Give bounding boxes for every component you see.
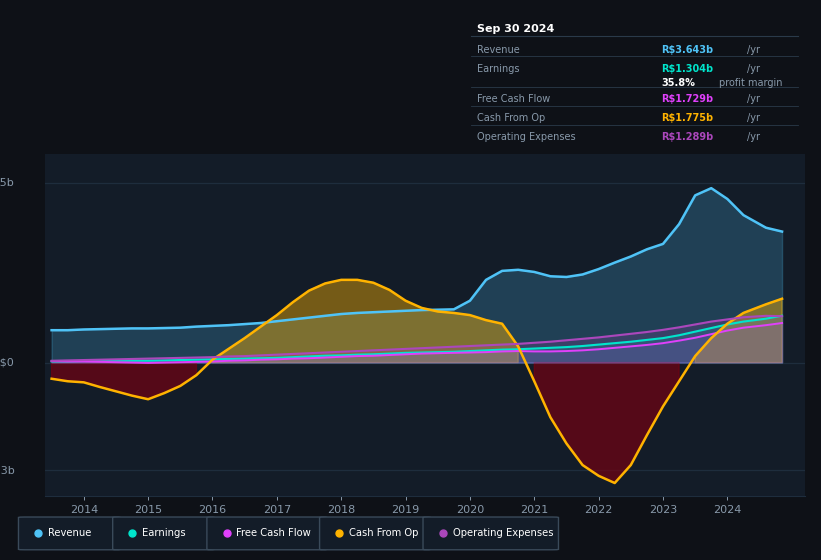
- FancyBboxPatch shape: [112, 517, 214, 550]
- Text: Revenue: Revenue: [48, 529, 91, 538]
- Text: /yr: /yr: [746, 64, 759, 74]
- Text: Free Cash Flow: Free Cash Flow: [236, 529, 311, 538]
- Text: /yr: /yr: [746, 113, 759, 123]
- Text: /yr: /yr: [746, 132, 759, 142]
- Text: Free Cash Flow: Free Cash Flow: [478, 94, 551, 104]
- Text: Earnings: Earnings: [478, 64, 520, 74]
- Text: R$0: R$0: [0, 357, 15, 367]
- Text: /yr: /yr: [746, 45, 759, 55]
- Text: R$5b: R$5b: [0, 178, 15, 188]
- Text: 35.8%: 35.8%: [662, 77, 695, 87]
- Text: Operating Expenses: Operating Expenses: [478, 132, 576, 142]
- Text: /yr: /yr: [746, 94, 759, 104]
- Text: Sep 30 2024: Sep 30 2024: [478, 24, 555, 34]
- FancyBboxPatch shape: [18, 517, 120, 550]
- Text: Operating Expenses: Operating Expenses: [452, 529, 553, 538]
- Text: R$1.775b: R$1.775b: [662, 113, 713, 123]
- Text: Revenue: Revenue: [478, 45, 521, 55]
- Text: R$3.643b: R$3.643b: [662, 45, 713, 55]
- Text: Earnings: Earnings: [142, 529, 186, 538]
- Text: R$1.729b: R$1.729b: [662, 94, 713, 104]
- Text: Cash From Op: Cash From Op: [478, 113, 546, 123]
- FancyBboxPatch shape: [207, 517, 327, 550]
- Text: Cash From Op: Cash From Op: [349, 529, 419, 538]
- FancyBboxPatch shape: [423, 517, 558, 550]
- Text: profit margin: profit margin: [719, 77, 783, 87]
- Text: -R$3b: -R$3b: [0, 465, 15, 475]
- Text: R$1.289b: R$1.289b: [662, 132, 713, 142]
- Text: R$1.304b: R$1.304b: [662, 64, 713, 74]
- FancyBboxPatch shape: [319, 517, 430, 550]
